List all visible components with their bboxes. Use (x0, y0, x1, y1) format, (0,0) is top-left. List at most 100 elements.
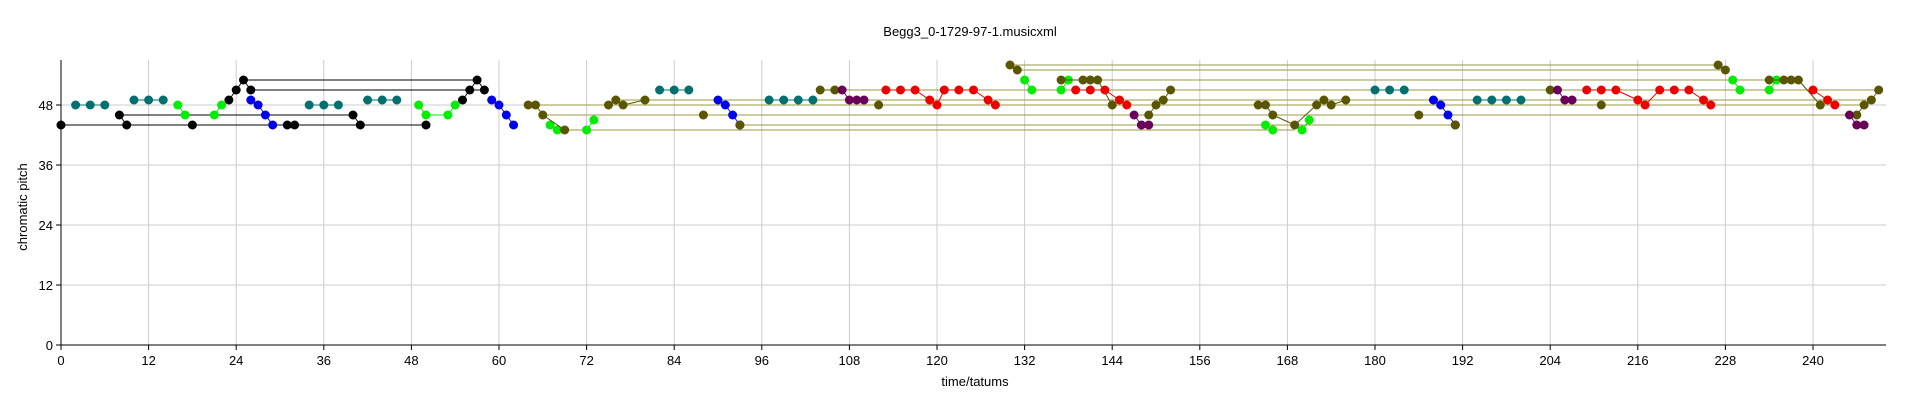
data-point (523, 100, 533, 110)
data-point (180, 110, 190, 120)
data-point (552, 125, 562, 135)
data-point (1699, 95, 1708, 105)
data-point (545, 120, 555, 130)
y-tick-label: 48 (39, 98, 53, 113)
data-point (122, 120, 132, 130)
connector-lines (61, 64, 1879, 131)
x-tick-label: 132 (1014, 353, 1036, 368)
series-purple (837, 85, 1869, 130)
data-point (144, 95, 154, 105)
data-point (1312, 100, 1322, 110)
x-tick-label: 48 (404, 353, 418, 368)
data-point (282, 120, 292, 130)
data-point (1764, 85, 1774, 95)
x-tick-label: 204 (1539, 353, 1561, 368)
data-point (1560, 95, 1570, 105)
x-tick-label: 216 (1627, 353, 1649, 368)
data-point (1779, 75, 1789, 85)
data-point (239, 75, 248, 85)
data-point (421, 110, 431, 120)
data-point (859, 95, 869, 105)
data-point (1261, 120, 1270, 130)
data-point (589, 115, 599, 125)
x-axis-label: time/tatums (941, 374, 1009, 389)
data-point (458, 95, 467, 105)
data-point (837, 85, 847, 95)
data-point (1261, 100, 1270, 110)
data-point (479, 85, 489, 95)
data-point (1436, 100, 1446, 110)
y-tick-label: 0 (46, 338, 53, 353)
data-point (1166, 85, 1176, 95)
data-point (217, 100, 227, 110)
data-point (509, 120, 519, 130)
data-point (1304, 115, 1314, 125)
data-point (1027, 85, 1037, 95)
data-point (450, 100, 460, 110)
x-tick-label: 108 (839, 353, 861, 368)
data-point (1611, 85, 1621, 95)
data-point (1428, 95, 1438, 105)
data-point (1706, 100, 1716, 110)
data-point (669, 85, 679, 95)
data-point (925, 95, 935, 105)
data-point (1085, 85, 1095, 95)
series-red (881, 85, 1840, 110)
data-point (1786, 75, 1796, 85)
data-point (1253, 100, 1263, 110)
data-point (852, 95, 862, 105)
data-point (333, 100, 343, 110)
x-tick-label: 0 (57, 353, 64, 368)
data-point (1852, 110, 1862, 120)
data-point (100, 100, 110, 110)
data-point (844, 95, 854, 105)
data-point (531, 100, 540, 110)
data-point (881, 85, 891, 95)
data-point (1845, 110, 1854, 120)
data-point (1866, 95, 1876, 105)
data-point (85, 100, 95, 110)
data-point (1151, 100, 1161, 110)
y-tick-label: 24 (39, 218, 53, 233)
data-point (1122, 100, 1132, 110)
data-point (1071, 85, 1081, 95)
series-group (56, 60, 1884, 135)
data-point (158, 95, 168, 105)
data-point (487, 95, 497, 105)
data-point (494, 100, 504, 110)
data-point (246, 85, 256, 95)
data-point (830, 85, 840, 95)
data-point (1056, 85, 1066, 95)
data-point (764, 95, 774, 105)
x-tick-label: 240 (1802, 353, 1824, 368)
data-point (1136, 120, 1146, 130)
data-point (1093, 75, 1103, 85)
data-point (560, 125, 570, 135)
x-tick-label: 228 (1715, 353, 1737, 368)
data-point (990, 100, 1000, 110)
data-point (618, 100, 628, 110)
x-tick-label: 24 (229, 353, 243, 368)
data-point (1129, 110, 1139, 120)
data-point (501, 110, 511, 120)
x-tick-label: 192 (1452, 353, 1474, 368)
data-point (1501, 95, 1511, 105)
data-point (655, 85, 665, 95)
data-point (1414, 110, 1424, 120)
data-point (1720, 65, 1730, 75)
data-point (1158, 95, 1168, 105)
data-point (392, 95, 402, 105)
data-point (1633, 95, 1643, 105)
data-point (815, 85, 825, 95)
data-point (71, 100, 81, 110)
data-point (1341, 95, 1351, 105)
data-point (779, 95, 789, 105)
data-point (1472, 95, 1482, 105)
series-teal (71, 85, 1526, 110)
data-point (260, 110, 270, 120)
data-point (187, 120, 197, 130)
data-point (224, 95, 234, 105)
x-tick-label: 180 (1364, 353, 1386, 368)
x-tick-label: 12 (141, 353, 155, 368)
